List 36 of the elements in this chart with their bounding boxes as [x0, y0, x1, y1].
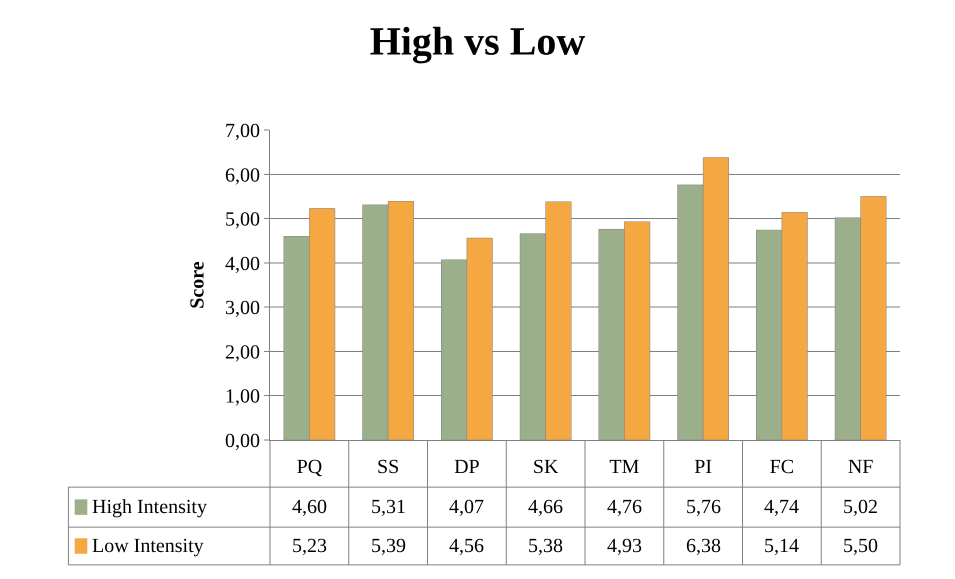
y-tick-label: 5,00	[225, 208, 260, 231]
data-label: 4,56	[449, 535, 484, 557]
data-label: 5,76	[686, 496, 721, 518]
data-label: 5,50	[843, 535, 878, 557]
data-label: 4,93	[607, 535, 642, 557]
data-label: 5,38	[528, 535, 563, 557]
x-tick-label: SK	[532, 456, 559, 478]
y-tick-label: 2,00	[225, 341, 260, 364]
data-label: 4,60	[292, 496, 327, 518]
y-tick-label: 0,00	[225, 430, 260, 452]
x-tick-label: NF	[848, 456, 874, 478]
data-label: 5,02	[843, 496, 878, 518]
x-tick-label: FC	[770, 456, 794, 478]
data-label: 4,76	[607, 496, 642, 518]
chart-title: High vs Low	[370, 18, 586, 64]
y-tick-label: 3,00	[225, 297, 260, 320]
data-label: 5,39	[371, 535, 406, 557]
y-axis-title: Score	[186, 261, 208, 309]
legend-label: High Intensity	[92, 496, 207, 518]
x-tick-label: PI	[694, 456, 712, 478]
data-label: 6,38	[686, 535, 721, 557]
legend-label: Low Intensity	[92, 535, 204, 557]
y-tick-label: 4,00	[225, 252, 260, 275]
x-tick-label: DP	[454, 456, 480, 478]
x-tick-label: PQ	[296, 456, 323, 478]
data-label: 5,14	[764, 535, 799, 557]
data-label: 4,74	[764, 496, 799, 518]
data-label: 4,66	[528, 496, 563, 518]
y-tick-label: 1,00	[225, 386, 260, 408]
y-tick-label: 7,00	[225, 120, 260, 142]
y-tick-label: 6,00	[225, 164, 260, 186]
data-label: 5,23	[292, 535, 327, 557]
x-tick-label: SS	[377, 456, 400, 478]
data-label: 4,07	[449, 496, 484, 518]
data-label: 5,31	[371, 496, 406, 518]
x-tick-label: TM	[609, 456, 640, 478]
